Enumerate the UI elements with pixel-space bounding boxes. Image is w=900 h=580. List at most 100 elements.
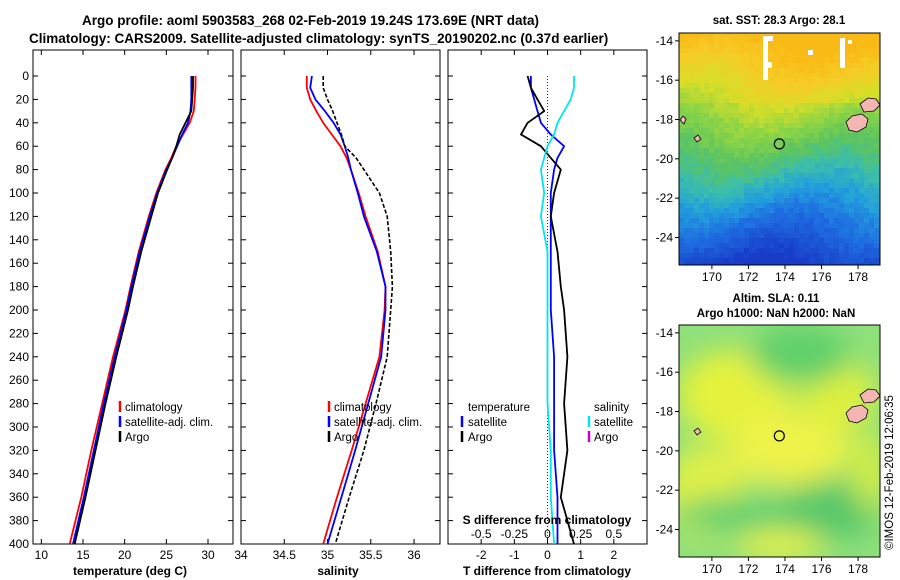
sst-cell <box>744 193 749 198</box>
sst-cell <box>779 208 784 213</box>
sst-cell <box>719 33 724 38</box>
sst-cell <box>744 103 749 108</box>
sst-cell <box>869 223 874 228</box>
sst-cell <box>794 253 799 258</box>
sst-cell <box>694 208 699 213</box>
sst-cell <box>784 228 789 233</box>
sst-cell <box>799 78 804 83</box>
sst-cell <box>684 143 689 148</box>
sst-cell <box>819 228 824 233</box>
sst-cell <box>734 228 739 233</box>
sst-cell <box>794 218 799 223</box>
sst-cell <box>779 38 784 43</box>
sst-cell <box>729 48 734 53</box>
sst-cell <box>824 248 829 253</box>
sst-cell <box>849 113 854 118</box>
sst-cell <box>744 238 749 243</box>
sst-cell <box>794 163 799 168</box>
sst-cell <box>844 208 849 213</box>
sst-cell <box>859 193 864 198</box>
sst-cell <box>864 243 869 248</box>
sst-cell <box>699 138 704 143</box>
sst-cell <box>684 193 689 198</box>
sst-cell <box>689 253 694 258</box>
sst-cell <box>764 253 769 258</box>
sst-cell <box>769 158 774 163</box>
sst-cell <box>769 78 774 83</box>
sst-cell <box>874 88 879 93</box>
sst-cell <box>704 118 709 123</box>
sst-cell <box>679 168 684 173</box>
sst-cell <box>824 148 829 153</box>
sst-cell <box>684 93 689 98</box>
sst-cell <box>834 98 839 103</box>
sst-cell <box>869 68 874 73</box>
sst-cell <box>729 43 734 48</box>
sst-cell <box>809 168 814 173</box>
sst-cell <box>744 68 749 73</box>
sst-cell <box>699 153 704 158</box>
sst-cell <box>809 153 814 158</box>
sst-cell <box>679 73 684 78</box>
sst-cell <box>749 218 754 223</box>
sst-cell <box>794 58 799 63</box>
sst-cell <box>744 173 749 178</box>
sst-cell <box>724 108 729 113</box>
sst-cell <box>839 108 844 113</box>
map-lon-label: 172 <box>738 562 758 576</box>
sst-cell <box>849 48 854 53</box>
sst-cell <box>799 228 804 233</box>
sst-cell <box>759 213 764 218</box>
sst-cell <box>809 163 814 168</box>
sst-cell <box>709 263 714 265</box>
sst-cell <box>719 233 724 238</box>
sst-cell <box>829 238 834 243</box>
sst-cell <box>789 93 794 98</box>
sst-cell <box>819 53 824 58</box>
sst-cell <box>704 198 709 203</box>
sst-cell <box>779 158 784 163</box>
sst-cell <box>799 43 804 48</box>
sst-cell <box>869 53 874 58</box>
sst-cell <box>814 253 819 258</box>
sst-cell <box>874 93 879 98</box>
sst-cell <box>684 198 689 203</box>
sst-cell <box>814 138 819 143</box>
sst-cell <box>729 248 734 253</box>
sst-cell <box>824 68 829 73</box>
sst-cell <box>809 253 814 258</box>
sst-cell <box>839 183 844 188</box>
sst-cell <box>829 198 834 203</box>
sst-cell <box>789 183 794 188</box>
sst-cell <box>694 63 699 68</box>
sst-cell <box>694 83 699 88</box>
sst-cell <box>859 163 864 168</box>
sst-cell <box>784 88 789 93</box>
sst-cell <box>709 163 714 168</box>
sst-cell <box>769 203 774 208</box>
sst-cell <box>719 223 724 228</box>
sst-cell <box>804 213 809 218</box>
sst-cell <box>754 148 759 153</box>
sst-cell <box>769 108 774 113</box>
sst-cell <box>824 38 829 43</box>
sst-cell <box>834 263 839 265</box>
sst-cell <box>814 143 819 148</box>
sst-cell <box>759 193 764 198</box>
sst-cell <box>764 88 769 93</box>
sst-cell <box>749 98 754 103</box>
sst-cell <box>699 203 704 208</box>
sst-cell <box>869 123 874 128</box>
sst-cell <box>724 263 729 265</box>
sst-cell <box>694 88 699 93</box>
sst-cell <box>794 153 799 158</box>
sst-cell <box>679 258 684 263</box>
sst-cell <box>729 183 734 188</box>
sst-cell <box>829 88 834 93</box>
sst-cell <box>864 238 869 243</box>
sst-cell <box>864 193 869 198</box>
sst-cell <box>874 168 879 173</box>
sst-cell <box>744 188 749 193</box>
sst-cell <box>789 33 794 38</box>
sst-cell <box>749 178 754 183</box>
